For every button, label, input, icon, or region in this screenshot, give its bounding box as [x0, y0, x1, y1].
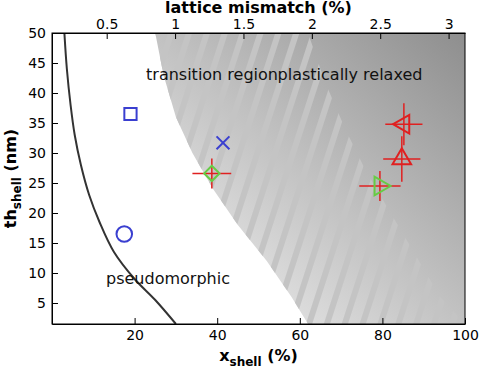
x2-tick-mark	[175, 33, 176, 39]
x2-tick-mark	[312, 33, 313, 39]
x2-axis: 0.5 1 1.5 2 2.5 3	[53, 16, 466, 39]
x-tick-label: 40	[209, 327, 227, 343]
x2-tick-label: 3	[445, 16, 454, 32]
marker	[116, 226, 132, 242]
y-tick-mark	[52, 273, 58, 274]
y-tick-label: 40	[28, 85, 46, 101]
y-tick: 5	[37, 295, 58, 311]
plot-frame	[52, 33, 465, 324]
y-tick-mark	[52, 153, 58, 154]
label-main: th	[1, 209, 20, 228]
y-tick-mark	[52, 303, 58, 304]
marker	[217, 136, 230, 149]
x-tick: 20	[126, 318, 144, 343]
y-tick-mark	[52, 123, 58, 124]
x2-tick-mark	[449, 33, 450, 39]
x-axis-line	[53, 324, 466, 325]
y-tick-mark	[52, 63, 58, 64]
x2-tick: 2.5	[370, 16, 392, 39]
marker	[375, 177, 391, 196]
x2-tick-mark	[380, 33, 381, 39]
y-tick: 25	[28, 175, 58, 191]
marker	[393, 115, 409, 134]
x-tick-mark	[382, 318, 383, 324]
x2-tick: 2	[308, 16, 317, 39]
y-tick: 45	[28, 55, 58, 71]
y-tick-label: 30	[28, 145, 46, 161]
y-tick-label: 20	[28, 205, 46, 221]
x-tick: 80	[374, 318, 392, 343]
y-tick: 20	[28, 205, 58, 221]
y-tick-mark	[52, 243, 58, 244]
top-axis-title: lattice mismatch (%)	[165, 0, 352, 17]
y-tick-label: 50	[28, 25, 46, 41]
y-tick: 30	[28, 145, 58, 161]
x2-tick-label: 2.5	[370, 16, 392, 32]
x2-tick: 3	[445, 16, 454, 39]
x2-tick-label: 1.5	[233, 16, 255, 32]
x2-tick: 1.5	[233, 16, 255, 39]
label-unit: (nm)	[1, 129, 20, 177]
y-error-bar	[211, 158, 213, 188]
y-error-bar	[401, 136, 403, 182]
y-axis: 5 10 15 20 25 30 35 40 45 50	[28, 25, 58, 325]
label-subscript: shell	[230, 355, 262, 368]
marker	[393, 148, 412, 164]
x2-tick-label: 2	[308, 16, 317, 32]
x-axis-title: xshell (%)	[219, 346, 298, 368]
y-tick-mark	[52, 183, 58, 184]
plot-area	[64, 33, 465, 324]
x2-tick: 0.5	[96, 16, 118, 39]
x2-tick-label: 1	[171, 16, 180, 32]
x-tick: 60	[291, 318, 309, 343]
x-tick-label: 60	[291, 327, 309, 343]
y-tick-mark	[52, 93, 58, 94]
x2-tick-mark	[107, 33, 108, 39]
x2-tick-mark	[243, 33, 244, 39]
x-tick-mark	[300, 318, 301, 324]
x2-axis-line	[53, 33, 466, 34]
x-tick: 100	[452, 318, 479, 343]
label-subscript: shell	[10, 177, 24, 209]
y-tick-label: 15	[28, 235, 46, 251]
x-tick: 40	[209, 318, 227, 343]
x-tick-mark	[217, 318, 218, 324]
y-tick: 50	[28, 25, 58, 41]
chart: 20 40 60 80 100 5 10 15 20 25 30 35 40 45 50 0.5 1 1.5 2 2.…	[0, 0, 482, 368]
y-tick-label: 45	[28, 55, 46, 71]
region-annotation: transition region	[146, 65, 278, 84]
region-annotation: pseudomorphic	[106, 269, 230, 288]
y-tick: 15	[28, 235, 58, 251]
marker	[124, 108, 136, 120]
y-tick: 35	[28, 115, 58, 131]
y-error-bar	[403, 103, 405, 145]
y-error-bar	[379, 171, 381, 201]
y-tick-label: 25	[28, 175, 46, 191]
x-tick-label: 20	[126, 327, 144, 343]
x-tick-mark	[135, 318, 136, 324]
x-tick-label: 80	[374, 327, 392, 343]
x2-tick-label: 0.5	[96, 16, 118, 32]
marker	[204, 166, 219, 181]
y-tick-label: 5	[37, 295, 46, 311]
label-unit: (%)	[262, 346, 298, 365]
x-tick-label: 100	[452, 327, 479, 343]
x-tick-mark	[465, 318, 466, 324]
region-annotation: plastically relaxed	[278, 65, 423, 84]
y-axis-title: thshell (nm)	[1, 129, 24, 228]
y-tick: 10	[28, 265, 58, 281]
y-tick-label: 10	[28, 265, 46, 281]
x-axis: 20 40 60 80 100	[53, 318, 479, 343]
y-tick-mark	[52, 213, 58, 214]
y-tick-label: 35	[28, 115, 46, 131]
x2-tick: 1	[171, 16, 180, 39]
y-tick: 40	[28, 85, 58, 101]
y-axis-line	[52, 34, 53, 325]
